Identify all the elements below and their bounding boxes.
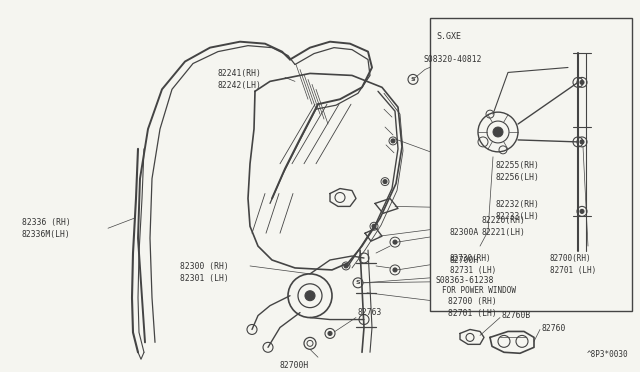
Text: S.GXE: S.GXE (436, 32, 461, 41)
Text: 82763: 82763 (358, 308, 382, 317)
Circle shape (391, 139, 395, 143)
Text: 82300A: 82300A (450, 228, 479, 237)
Text: 82256(LH): 82256(LH) (496, 173, 540, 182)
Text: 82232(RH): 82232(RH) (496, 201, 540, 209)
Text: 82221(LH): 82221(LH) (482, 228, 526, 237)
Circle shape (493, 127, 503, 137)
Text: 82255(RH): 82255(RH) (496, 161, 540, 170)
Circle shape (393, 240, 397, 244)
Text: FOR POWER WINDOW: FOR POWER WINDOW (442, 286, 516, 295)
Text: 82731 (LH): 82731 (LH) (450, 266, 496, 275)
Text: 82242(LH): 82242(LH) (218, 81, 262, 90)
Circle shape (328, 331, 332, 336)
Text: S: S (356, 280, 360, 285)
Text: 82233(LH): 82233(LH) (496, 212, 540, 221)
Text: S08320-40812: S08320-40812 (423, 55, 481, 64)
Text: 82700H: 82700H (280, 361, 309, 370)
Text: ^8P3*0030: ^8P3*0030 (586, 350, 628, 359)
Text: 82730(RH): 82730(RH) (450, 254, 492, 263)
Text: S: S (411, 77, 415, 82)
Text: 82700 (RH): 82700 (RH) (448, 297, 497, 306)
Text: 82701 (LH): 82701 (LH) (448, 309, 497, 318)
Text: 82700(RH): 82700(RH) (550, 254, 591, 263)
Circle shape (344, 264, 348, 268)
Circle shape (580, 209, 584, 214)
Text: 82336 (RH): 82336 (RH) (22, 218, 71, 227)
Text: S08363-61238: S08363-61238 (436, 276, 495, 285)
Text: 82220(RH): 82220(RH) (482, 217, 526, 225)
Circle shape (372, 224, 376, 228)
Circle shape (580, 140, 584, 144)
Circle shape (393, 268, 397, 272)
Circle shape (580, 80, 584, 84)
Text: 82700H: 82700H (450, 256, 479, 265)
Text: 82760: 82760 (542, 324, 566, 333)
Text: 82300 (RH): 82300 (RH) (180, 262, 228, 271)
Text: 82241(RH): 82241(RH) (218, 70, 262, 78)
Text: 82301 (LH): 82301 (LH) (180, 274, 228, 283)
Circle shape (305, 291, 315, 301)
Bar (430, 18, 632, 311)
Circle shape (383, 180, 387, 184)
Text: 82336M(LH): 82336M(LH) (22, 230, 71, 239)
Text: 82760B: 82760B (502, 311, 531, 320)
Text: 82701 (LH): 82701 (LH) (550, 266, 596, 275)
